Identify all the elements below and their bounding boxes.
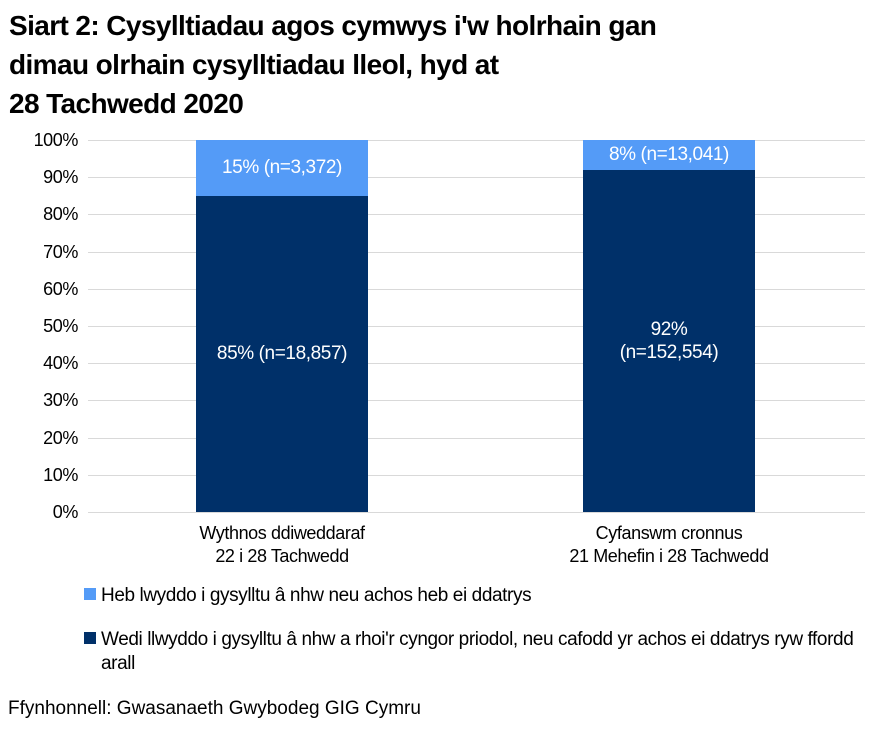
y-tick-label-30%: 30% [43,390,78,411]
legend-swatch-icon [84,632,96,644]
chart-title-line2: dimau olrhain cysylltiadau lleol, hyd at [9,49,499,80]
y-tick-label-50%: 50% [43,316,78,336]
plot-area: 15% (n=3,372) 85% (n=18,857) 8% (n=13,041)… [88,140,865,513]
gridline-0% [88,512,865,513]
y-tick-label-60%: 60% [43,278,78,299]
y-tick-label-80%: 80% [43,204,78,225]
x-category-label-line: Cyfanswm cronnus [595,523,743,543]
legend: Heb lwyddo i gysylltu â nhw neu achos he… [84,584,864,696]
bar-value-label: 8% (n=13,041) [609,144,729,166]
gridline-90% [88,177,865,179]
gridline-70% [88,251,865,253]
y-tick-label-10%: 10% [43,464,78,485]
y-tick-label-90%: 90% [43,167,78,188]
gridline-30% [88,400,865,402]
legend-item-1: Heb lwyddo i gysylltu â nhw neu achos he… [84,584,864,608]
gridline-60% [88,288,865,290]
legend-item-2: Wedi llwyddo i gysylltu â nhw a rhoi'r c… [84,628,864,676]
bar-value-label: 15% (n=3,372) [222,157,342,179]
x-category-label-1: Wythnos ddiweddaraf 22 i 28 Tachwedd [122,522,442,568]
bar-1-segment-unreached[interactable]: 15% (n=3,372) [196,140,368,196]
bar-value-label: 92% [650,318,688,340]
legend-label: Wedi llwyddo i gysylltu â nhw a rhoi'r c… [101,629,854,674]
chart-title-line3: 28 Tachwedd 2020 [9,88,244,119]
x-category-label-line: 21 Mehefin i 28 Tachwedd [569,546,769,566]
gridline-50% [88,326,865,327]
stacked-bar-2[interactable]: 8% (n=13,041) 92% (n=152,554) [583,140,755,512]
y-tick-label-0%: 0% [52,502,79,522]
bar-value-label: 85% (n=18,857) [216,343,348,365]
bar-2-segment-unreached[interactable]: 8% (n=13,041) [583,140,755,170]
bar-2-segment-reached[interactable]: 92% (n=152,554) [583,169,755,512]
gridline-100% [88,140,865,141]
x-category-label-line: Wythnos ddiweddaraf [199,523,365,543]
y-tick-label-20%: 20% [43,427,78,448]
gridline-10% [88,474,865,476]
gridline-20% [88,437,865,439]
legend-swatch-icon [84,588,96,600]
y-tick-label-40%: 40% [43,353,78,374]
chart-title-line1: Siart 2: Cysylltiadau agos cymwys i'w ho… [9,10,657,41]
x-category-label-line: 22 i 28 Tachwedd [215,546,349,566]
bar-value-label: (n=152,554) [619,341,719,363]
gridline-80% [88,214,865,216]
chart-title: Siart 2: Cysylltiadau agos cymwys i'w ho… [9,6,657,123]
bar-1-segment-reached[interactable]: 85% (n=18,857) [196,195,368,512]
gridline-40% [88,363,865,365]
stacked-bar-1[interactable]: 15% (n=3,372) 85% (n=18,857) [196,140,368,512]
y-tick-label-70%: 70% [43,241,78,262]
source-note: Ffynhonnell: Gwasanaeth Gwybodeg GIG Cym… [8,698,421,719]
legend-label: Heb lwyddo i gysylltu â nhw neu achos he… [101,585,532,606]
x-category-label-2: Cyfanswm cronnus 21 Mehefin i 28 Tachwedd [509,522,829,568]
y-tick-label-100%: 100% [33,130,79,150]
